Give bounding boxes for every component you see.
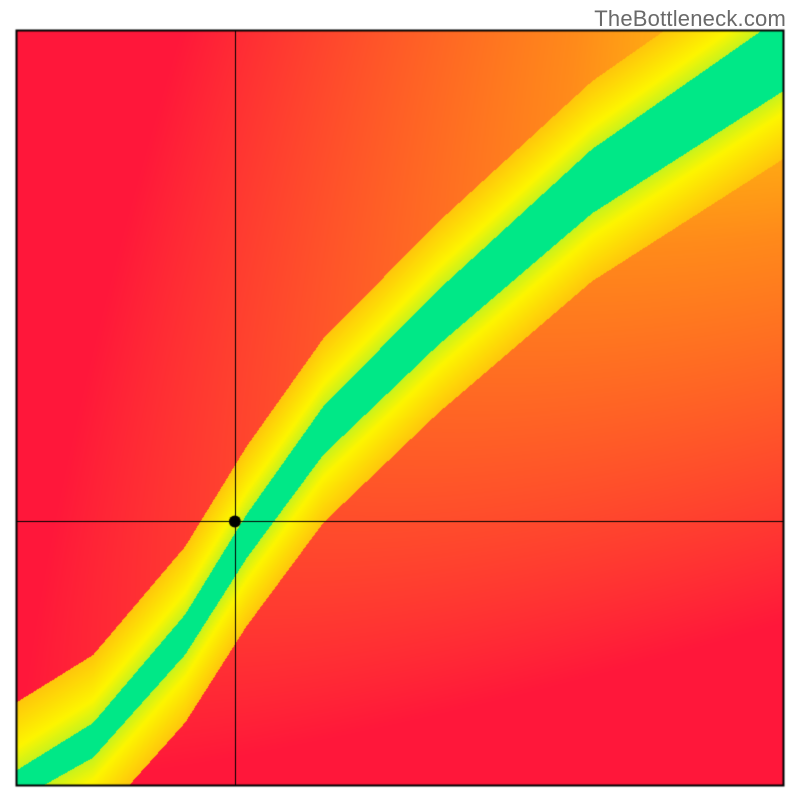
chart-container: TheBottleneck.com xyxy=(0,0,800,800)
watermark-text: TheBottleneck.com xyxy=(594,6,786,32)
heatmap-canvas xyxy=(0,0,800,800)
